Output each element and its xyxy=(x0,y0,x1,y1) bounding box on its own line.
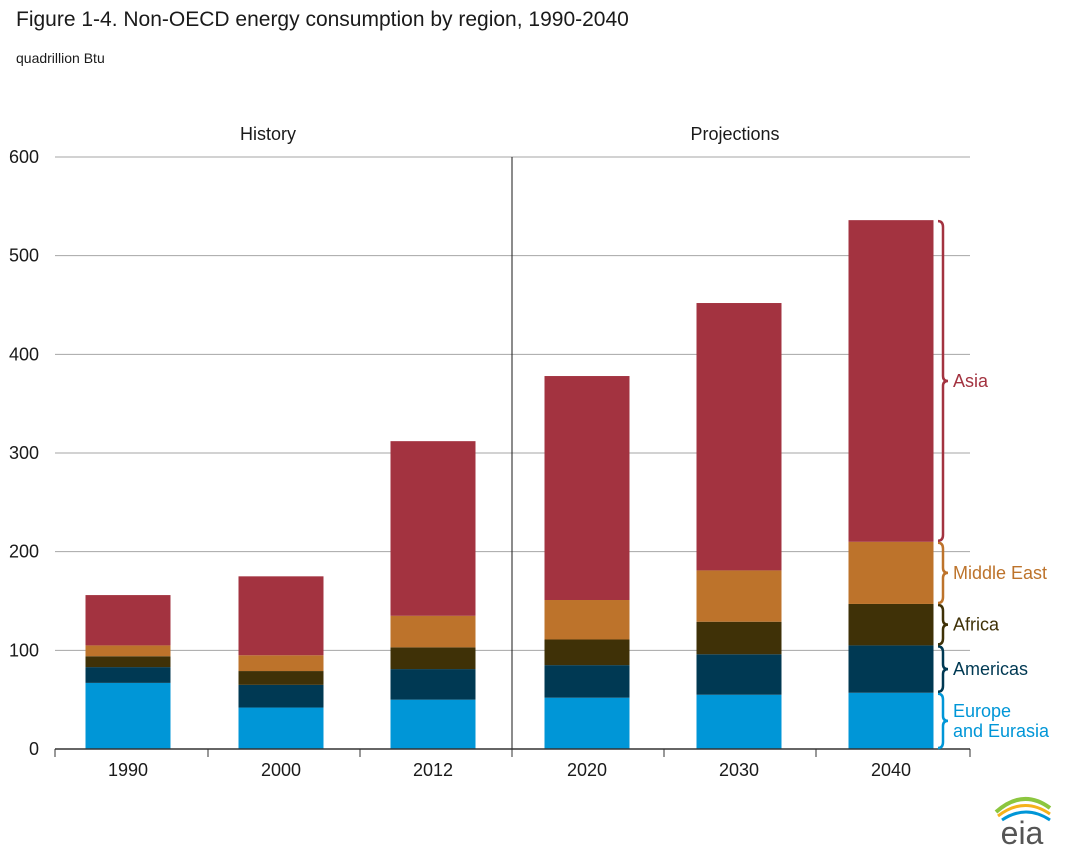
bar-segment-asia xyxy=(848,220,934,542)
svg-text:eia: eia xyxy=(1001,815,1044,846)
bar-segment-europe xyxy=(390,699,476,749)
legend-label-middle_east: Middle East xyxy=(953,563,1047,583)
bar-segment-middle_east xyxy=(238,655,324,672)
bar-segment-asia xyxy=(85,595,171,646)
y-tick-label: 200 xyxy=(9,542,39,562)
bar-segment-europe xyxy=(848,692,934,749)
legend-brace-asia xyxy=(937,219,949,543)
x-tick-label: 2030 xyxy=(719,760,759,780)
bar-segment-africa xyxy=(848,603,934,646)
x-tick-label: 2020 xyxy=(567,760,607,780)
legend-brace-europe xyxy=(937,692,949,750)
eia-logo: eia xyxy=(994,796,1052,846)
bar-segment-asia xyxy=(238,576,324,656)
y-tick-label: 100 xyxy=(9,640,39,660)
section-label-history: History xyxy=(240,124,296,144)
legend-label-europe: Europe and Eurasia xyxy=(953,701,1050,741)
bar-segment-africa xyxy=(544,639,630,666)
legend-label-line: Europe xyxy=(953,701,1011,721)
bar-segment-asia xyxy=(390,441,476,616)
legend-label-asia: Asia xyxy=(953,371,989,391)
bar-segment-americas xyxy=(696,654,782,695)
bar-segment-africa xyxy=(696,621,782,655)
bar-segment-middle_east xyxy=(85,645,171,657)
bar-segment-europe xyxy=(696,694,782,749)
legend-label-line: Asia xyxy=(953,371,989,391)
x-tick-label: 2040 xyxy=(871,760,911,780)
bar-segment-europe xyxy=(85,682,171,749)
bar-segment-middle_east xyxy=(696,570,782,622)
bar-segment-americas xyxy=(238,684,324,708)
x-tick-label: 2012 xyxy=(413,760,453,780)
legend-brace-americas xyxy=(937,645,949,694)
legend-label-line: Americas xyxy=(953,659,1028,679)
x-tick-label: 2000 xyxy=(261,760,301,780)
y-tick-label: 0 xyxy=(29,739,39,759)
legend-label-americas: Americas xyxy=(953,659,1028,679)
bar-segment-asia xyxy=(544,376,630,601)
bar-segment-asia xyxy=(696,303,782,571)
legend-label-line: Africa xyxy=(953,615,1000,635)
y-tick-label: 500 xyxy=(9,246,39,266)
legend-label-africa: Africa xyxy=(953,615,1000,635)
y-tick-label: 300 xyxy=(9,443,39,463)
section-label-projections: Projections xyxy=(690,124,779,144)
bar-segment-americas xyxy=(848,645,934,693)
bar-segment-europe xyxy=(238,707,324,749)
chart-subtitle: quadrillion Btu xyxy=(16,50,105,66)
bar-segment-africa xyxy=(85,656,171,668)
bar-segment-africa xyxy=(238,671,324,685)
bar-segment-americas xyxy=(85,667,171,683)
legend-brace-africa xyxy=(937,603,949,646)
legend-label-line: Middle East xyxy=(953,563,1047,583)
bar-segment-africa xyxy=(390,647,476,670)
bar-segment-middle_east xyxy=(544,600,630,640)
bar-segment-europe xyxy=(544,697,630,749)
chart-title: Figure 1-4. Non-OECD energy consumption … xyxy=(16,8,629,31)
bar-segment-americas xyxy=(390,669,476,700)
legend-label-line: and Eurasia xyxy=(953,721,1050,741)
x-tick-label: 1990 xyxy=(108,760,148,780)
bar-segment-americas xyxy=(544,665,630,698)
legend-brace-middle_east xyxy=(937,541,949,605)
y-tick-label: 400 xyxy=(9,344,39,364)
y-tick-label: 600 xyxy=(9,147,39,167)
bar-segment-middle_east xyxy=(848,541,934,604)
bar-segment-middle_east xyxy=(390,615,476,648)
